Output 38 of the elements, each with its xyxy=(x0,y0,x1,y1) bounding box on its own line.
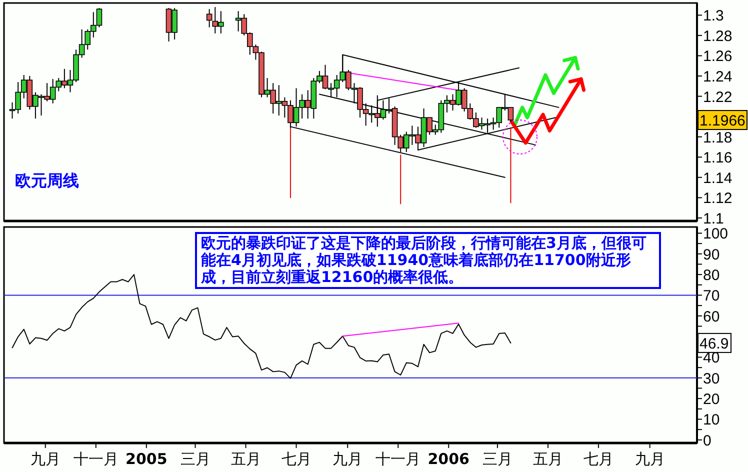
y-tick-label: 1.1 xyxy=(703,210,724,228)
y-tick-label: 1.18 xyxy=(703,129,732,146)
y-tick-label: 80 xyxy=(703,267,720,284)
y-tick-label: 0 xyxy=(703,432,712,450)
text: 欧元周线 xyxy=(15,171,79,190)
y-tick-label: 1.28 xyxy=(703,28,732,45)
y-tick-label: 90 xyxy=(703,246,720,264)
annotation: 欧元的暴跌印证了这是下降的最后阶段，行情可能在3月底，但很可能在4月初见底，如果跌破11940意味着底部仍在11700附近形成，目前立刻重返12160的概率很低。 xyxy=(195,232,661,289)
y-tick-label: 1.14 xyxy=(703,170,732,187)
text: 46.9 xyxy=(700,335,729,352)
x-tick-label: 七月 xyxy=(583,450,614,468)
y-tick-label: 1.26 xyxy=(703,48,732,66)
x-tick-label: 九月 xyxy=(634,450,665,468)
y-tick-label: 1.24 xyxy=(703,68,732,86)
candlestick xyxy=(206,8,212,28)
y-tick-label: 70 xyxy=(703,288,720,305)
text: 1.1966 xyxy=(700,112,746,130)
x-tick-label: 2005 xyxy=(126,450,168,468)
x-tick-label: 七月 xyxy=(281,450,312,468)
y-tick-label: 1.12 xyxy=(703,190,732,208)
y-tick-label: 1.16 xyxy=(703,150,732,167)
y-tick-label: 1.22 xyxy=(703,88,732,106)
x-tick-label: 五月 xyxy=(532,450,563,468)
y-tick-label: 60 xyxy=(703,308,720,326)
x-tick-label: 三月 xyxy=(482,450,512,468)
x-tick-label: 九月 xyxy=(332,450,363,468)
y-tick-label: 30 xyxy=(703,370,720,388)
x-tick-label: 五月 xyxy=(230,450,261,468)
y-tick-label: 10 xyxy=(703,412,720,429)
x-tick-label: 九月 xyxy=(30,450,60,468)
y-tick-label: 1.3 xyxy=(703,8,724,25)
x-tick-label: 十一月 xyxy=(73,450,118,468)
y-tick-label: 40 xyxy=(703,350,720,367)
x-tick-label: 三月 xyxy=(180,450,210,468)
y-tick-label: 100 xyxy=(703,226,728,243)
x-tick-label: 十一月 xyxy=(376,450,421,468)
y-tick-label: 20 xyxy=(703,391,720,408)
x-tick-label: 2006 xyxy=(428,450,470,468)
